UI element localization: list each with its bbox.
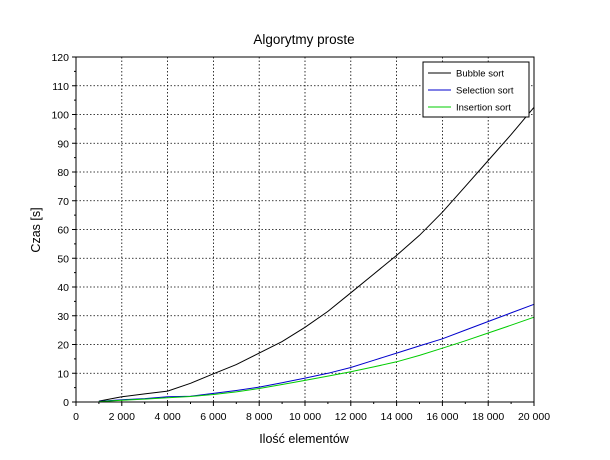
x-tick-label: 4 000: [154, 411, 180, 423]
series-line-insertion-sort: [98, 316, 535, 403]
x-axis-title: Ilość elementów: [259, 432, 350, 446]
y-tick-label: 100: [51, 110, 69, 122]
x-tick-label: 2 000: [109, 411, 135, 423]
series-lines: [98, 106, 535, 403]
y-tick-label: 20: [57, 340, 69, 352]
x-tick-label: 6 000: [200, 411, 226, 423]
y-tick-label: 80: [57, 167, 69, 179]
x-tick-label: 10 000: [289, 411, 321, 423]
y-tick-label: 0: [63, 397, 69, 409]
chart-title: Algorytmy proste: [253, 32, 354, 47]
axes: [72, 56, 535, 406]
legend-label: Bubble sort: [456, 69, 504, 80]
y-axis-title: Czas [s]: [29, 207, 43, 252]
y-tick-label: 10: [57, 368, 69, 380]
legend-label: Selection sort: [456, 86, 514, 97]
y-tick-label: 120: [51, 52, 69, 64]
y-tick-label: 30: [57, 311, 69, 323]
tick-labels: 0 2 000 4 000 6 000 8 000 10 000 12 000 14 000 1…: [51, 52, 550, 423]
y-tick-label: 110: [52, 81, 69, 93]
y-tick-label: 70: [57, 196, 69, 208]
x-tick-label: 20 000: [518, 411, 550, 423]
y-tick-label: 50: [57, 253, 69, 265]
series-line-selection-sort: [98, 303, 535, 402]
series-line-bubble-sort: [98, 106, 535, 402]
x-tick-label: 18 000: [472, 411, 504, 423]
x-tick-label: 8 000: [246, 411, 272, 423]
x-tick-label: 12 000: [335, 411, 367, 423]
x-tick-label: 0: [73, 411, 79, 423]
y-tick-label: 90: [57, 138, 69, 150]
x-tick-label: 14 000: [381, 411, 413, 423]
x-tick-label: 16 000: [426, 411, 458, 423]
legend-label: Insertion sort: [456, 103, 511, 114]
y-tick-label: 60: [57, 225, 69, 237]
legend: Bubble sort Selection sort Insertion sort: [422, 61, 530, 118]
y-tick-label: 40: [57, 282, 69, 294]
